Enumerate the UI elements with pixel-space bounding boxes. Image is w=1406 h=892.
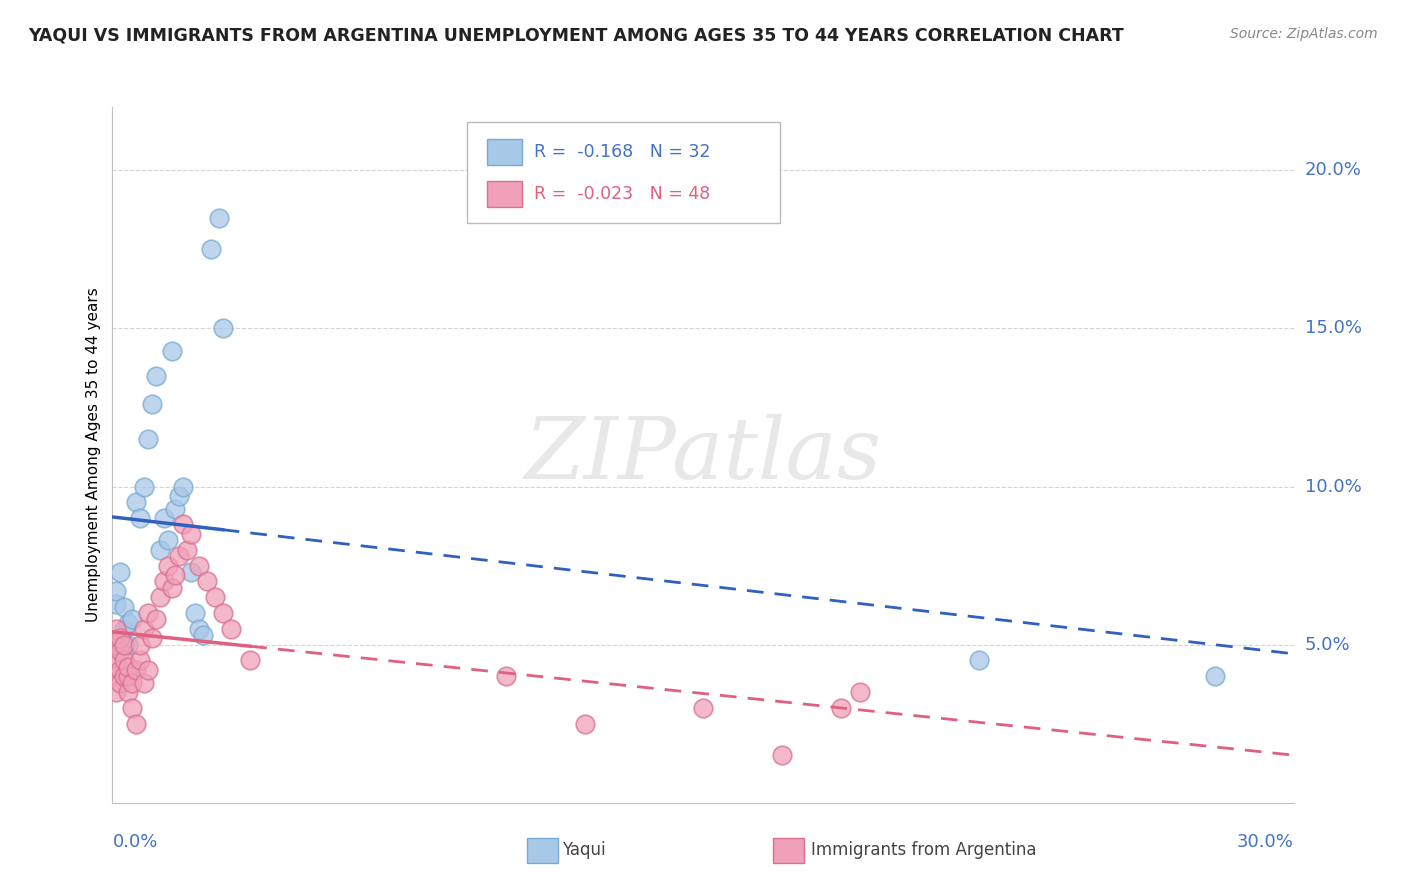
Bar xyxy=(486,181,522,207)
Point xyxy=(110,565,132,579)
Point xyxy=(849,685,872,699)
Point xyxy=(110,632,132,646)
Bar xyxy=(486,139,522,166)
Point xyxy=(204,591,226,605)
Point xyxy=(136,432,159,446)
FancyBboxPatch shape xyxy=(467,122,780,223)
Point xyxy=(132,675,155,690)
Point xyxy=(110,663,132,677)
Point xyxy=(191,628,214,642)
Point xyxy=(172,479,194,493)
Point xyxy=(156,533,179,548)
Text: R =  -0.023   N = 48: R = -0.023 N = 48 xyxy=(534,185,710,203)
Point xyxy=(105,583,128,598)
Point xyxy=(219,622,242,636)
Point xyxy=(830,701,852,715)
Point xyxy=(145,612,167,626)
Point xyxy=(184,606,207,620)
Point xyxy=(132,479,155,493)
Point xyxy=(105,638,128,652)
Text: 30.0%: 30.0% xyxy=(1237,833,1294,851)
Point xyxy=(169,549,191,563)
Text: 0.0%: 0.0% xyxy=(112,833,157,851)
Point xyxy=(117,685,139,699)
Point xyxy=(121,612,143,626)
Point xyxy=(105,685,128,699)
Point xyxy=(105,638,128,652)
Point xyxy=(110,644,132,658)
Point xyxy=(141,397,163,411)
Point xyxy=(172,517,194,532)
Point xyxy=(211,606,233,620)
Point xyxy=(152,574,174,589)
Text: 20.0%: 20.0% xyxy=(1305,161,1361,179)
Point xyxy=(967,653,990,667)
Text: R =  -0.168   N = 32: R = -0.168 N = 32 xyxy=(534,144,710,161)
Point xyxy=(239,653,262,667)
Point xyxy=(208,211,231,225)
Point xyxy=(156,558,179,573)
Point xyxy=(125,495,148,509)
Point xyxy=(160,581,183,595)
Point xyxy=(129,653,152,667)
Text: 10.0%: 10.0% xyxy=(1305,477,1361,496)
Point xyxy=(160,343,183,358)
Text: Source: ZipAtlas.com: Source: ZipAtlas.com xyxy=(1230,27,1378,41)
Point xyxy=(180,527,202,541)
Point xyxy=(129,511,152,525)
Point xyxy=(132,622,155,636)
Text: 5.0%: 5.0% xyxy=(1305,636,1350,654)
Point xyxy=(495,669,517,683)
Point xyxy=(117,638,139,652)
Text: 15.0%: 15.0% xyxy=(1305,319,1361,337)
Point xyxy=(112,669,135,683)
Point xyxy=(125,716,148,731)
Text: Yaqui: Yaqui xyxy=(562,841,606,859)
Point xyxy=(141,632,163,646)
Point xyxy=(112,653,135,667)
Point xyxy=(112,622,135,636)
Point xyxy=(200,243,222,257)
Point xyxy=(165,501,187,516)
Point xyxy=(770,748,793,763)
Point xyxy=(112,638,135,652)
Point xyxy=(110,675,132,690)
Point xyxy=(117,615,139,630)
Point xyxy=(149,542,172,557)
Point xyxy=(211,321,233,335)
Point xyxy=(574,716,596,731)
Point xyxy=(152,511,174,525)
Point xyxy=(125,663,148,677)
Text: YAQUI VS IMMIGRANTS FROM ARGENTINA UNEMPLOYMENT AMONG AGES 35 TO 44 YEARS CORREL: YAQUI VS IMMIGRANTS FROM ARGENTINA UNEMP… xyxy=(28,27,1123,45)
Y-axis label: Unemployment Among Ages 35 to 44 years: Unemployment Among Ages 35 to 44 years xyxy=(86,287,101,623)
Text: ZIPatlas: ZIPatlas xyxy=(524,414,882,496)
Point xyxy=(195,574,218,589)
Point xyxy=(105,597,128,611)
Point xyxy=(136,663,159,677)
Point xyxy=(145,368,167,383)
Point xyxy=(692,701,714,715)
Point xyxy=(176,542,198,557)
Point xyxy=(129,638,152,652)
Point xyxy=(136,606,159,620)
Point xyxy=(112,599,135,614)
Point xyxy=(149,591,172,605)
Point xyxy=(1204,669,1226,683)
Point xyxy=(121,675,143,690)
Point xyxy=(117,669,139,683)
Point xyxy=(180,565,202,579)
Point xyxy=(105,622,128,636)
Point xyxy=(188,622,211,636)
Point xyxy=(110,632,132,646)
Text: Immigrants from Argentina: Immigrants from Argentina xyxy=(811,841,1036,859)
Point xyxy=(121,701,143,715)
Point xyxy=(188,558,211,573)
Point xyxy=(169,489,191,503)
Point xyxy=(117,660,139,674)
Point xyxy=(105,669,128,683)
Point xyxy=(105,653,128,667)
Point xyxy=(165,568,187,582)
